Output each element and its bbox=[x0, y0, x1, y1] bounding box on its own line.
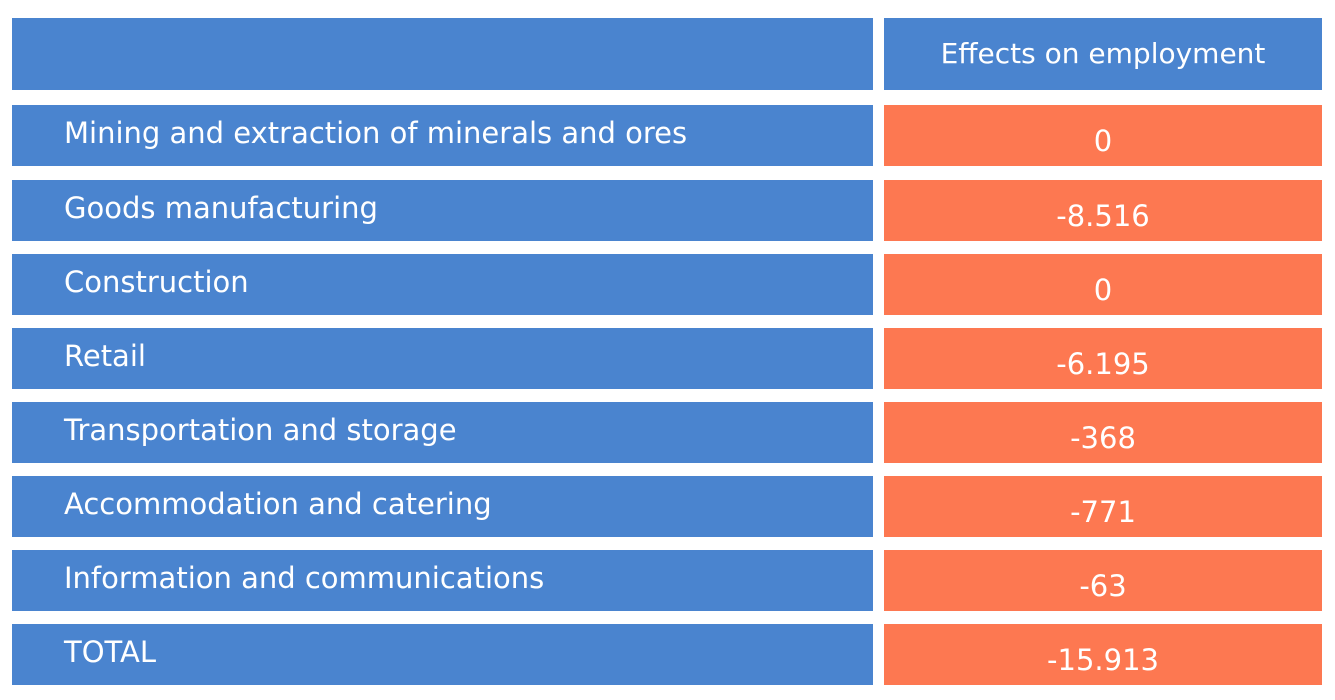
row-label-cell: Information and communications bbox=[12, 550, 873, 611]
row-label-cell: Retail bbox=[12, 328, 873, 389]
row-label-information: Information and communications bbox=[64, 560, 545, 595]
row-value-cell: -6.195 bbox=[884, 328, 1322, 389]
row-value-accommodation: -771 bbox=[1070, 494, 1136, 529]
row-label-cell: Transportation and storage bbox=[12, 402, 873, 463]
row-label-cell: Goods manufacturing bbox=[12, 180, 873, 241]
row-label-cell: TOTAL bbox=[12, 624, 873, 685]
row-label-accommodation: Accommodation and catering bbox=[64, 486, 492, 521]
row-value-retail: -6.195 bbox=[1056, 346, 1150, 381]
header-label-cell bbox=[12, 18, 873, 90]
row-label-goods-manufacturing: Goods manufacturing bbox=[64, 190, 378, 225]
row-label-cell: Accommodation and catering bbox=[12, 476, 873, 537]
row-value-cell: -771 bbox=[884, 476, 1322, 537]
row-label-transportation: Transportation and storage bbox=[64, 412, 457, 447]
row-value-cell: -368 bbox=[884, 402, 1322, 463]
row-label-total: TOTAL bbox=[64, 634, 156, 669]
row-label-cell: Construction bbox=[12, 254, 873, 315]
row-value-goods-manufacturing: -8.516 bbox=[1056, 198, 1150, 233]
row-value-cell: 0 bbox=[884, 105, 1322, 166]
row-value-cell: -15.913 bbox=[884, 624, 1322, 685]
row-value-mining: 0 bbox=[1093, 123, 1113, 158]
row-label-mining: Mining and extraction of minerals and or… bbox=[64, 115, 688, 150]
row-value-transportation: -368 bbox=[1070, 420, 1136, 455]
row-value-cell: -8.516 bbox=[884, 180, 1322, 241]
header-value-cell: Effects on employment bbox=[884, 18, 1322, 90]
row-label-retail: Retail bbox=[64, 338, 146, 373]
row-label-construction: Construction bbox=[64, 264, 249, 299]
row-value-information: -63 bbox=[1079, 568, 1127, 603]
row-value-construction: 0 bbox=[1093, 272, 1113, 307]
row-value-cell: 0 bbox=[884, 254, 1322, 315]
header-value-text: Effects on employment bbox=[940, 36, 1266, 70]
row-label-cell: Mining and extraction of minerals and or… bbox=[12, 105, 873, 166]
row-value-total: -15.913 bbox=[1047, 642, 1159, 677]
row-value-cell: -63 bbox=[884, 550, 1322, 611]
